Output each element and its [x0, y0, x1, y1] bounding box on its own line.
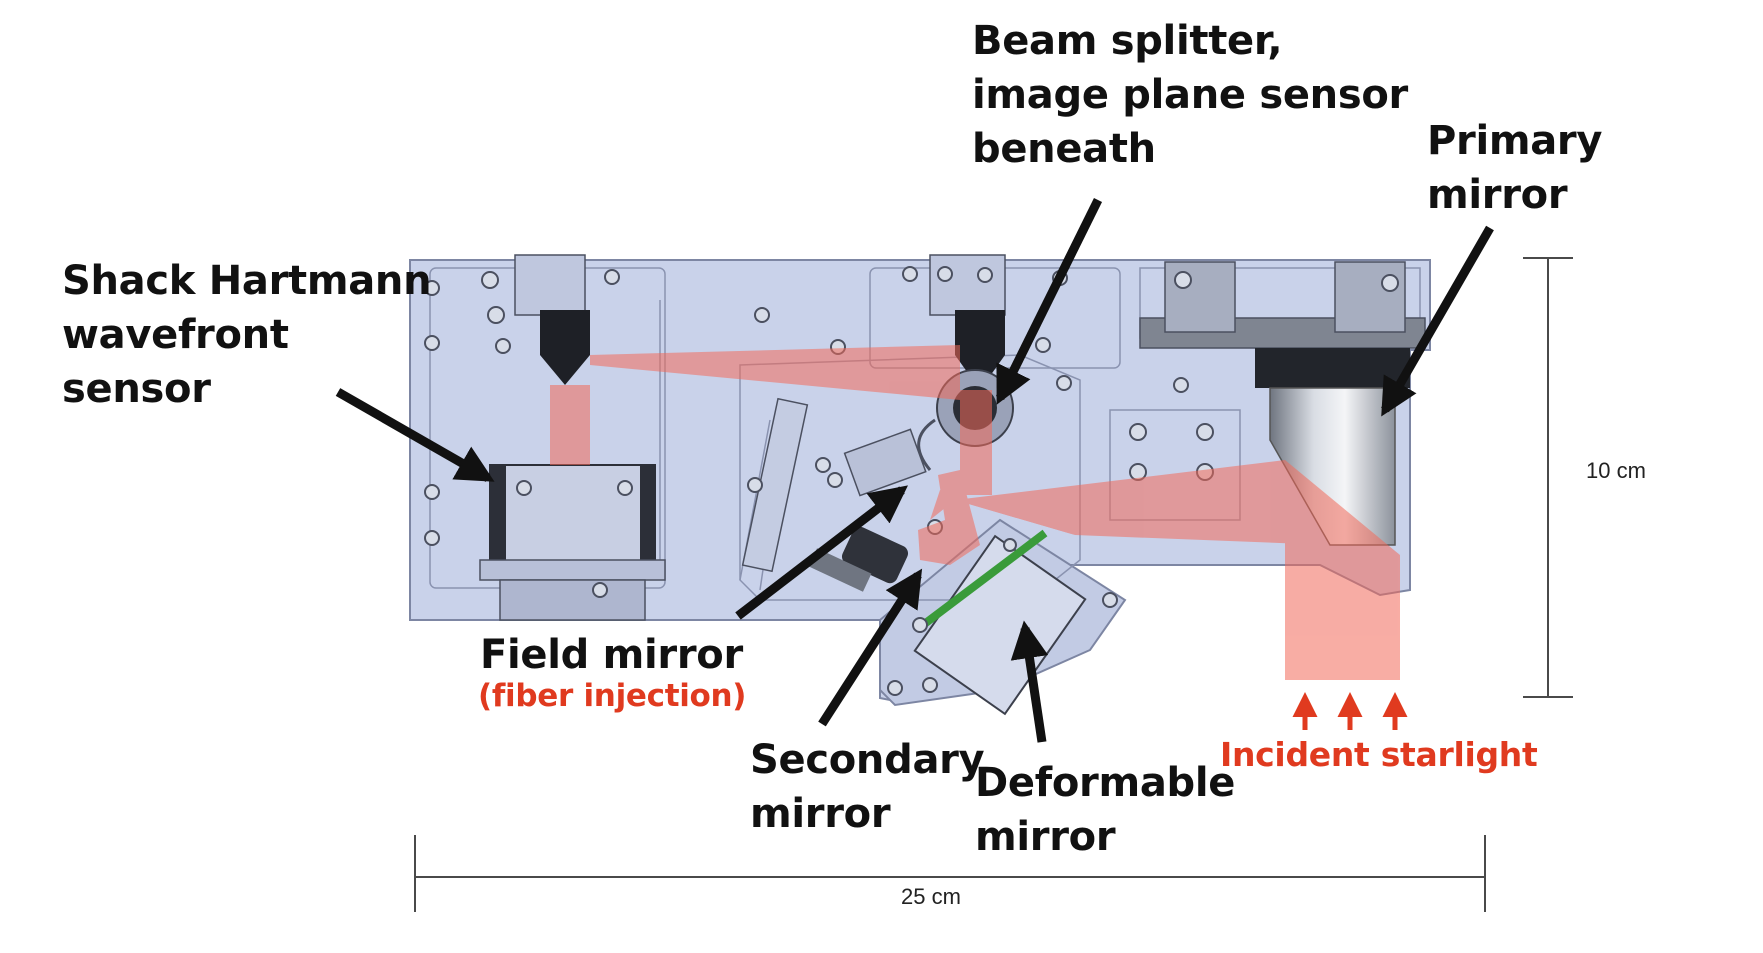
field-mirror-note: (fiber injection) [478, 676, 746, 716]
shack-hartmann-arrow [335, 388, 495, 482]
field-mirror-label: Field mirror [480, 628, 743, 682]
deformable-mirror-label-line-2: mirror [975, 814, 1116, 860]
primary-mirror-label-line-2: mirror [1427, 172, 1568, 218]
height-dimension-bar [1523, 257, 1573, 698]
width-dimension-bar [414, 835, 1486, 912]
secondary-mirror-arrow [818, 568, 923, 727]
shack-hartmann-label-line-2: wavefront [62, 312, 289, 358]
pointer-arrows [335, 198, 1494, 743]
beam-splitter-label-line-2: image plane sensor [972, 72, 1408, 118]
secondary-mirror-label-line-1: Secondary [750, 737, 985, 783]
primary-mirror-mount [1139, 261, 1426, 546]
field-mirror-assembly [741, 397, 927, 592]
height-dimension-label: 10 cm [1586, 458, 1646, 483]
beam-splitter-arrow [995, 198, 1103, 405]
field-mirror-label-text: Field mirror [480, 632, 743, 678]
shack-hartmann-beam [550, 385, 590, 465]
primary-mirror-arrow [1381, 225, 1494, 417]
width-dimension-label: 25 cm [901, 884, 961, 909]
deformable-mirror-label-line-1: Deformable [975, 760, 1236, 806]
deformable-mirror-label: Deformable mirror [975, 756, 1235, 864]
field-mirror-arrow [735, 485, 908, 620]
shack-hartmann-label: Shack Hartmann wavefront sensor [62, 254, 432, 416]
primary-mirror-label-line-1: Primary [1427, 118, 1603, 164]
primary-mirror-label: Primary mirror [1427, 114, 1602, 222]
deformable-mirror-arrow [1010, 620, 1049, 743]
shack-hartmann-mount [479, 254, 666, 621]
field-mirror-note-text: (fiber injection) [478, 678, 747, 714]
beam-splitter-label-line-1: Beam splitter, [972, 18, 1283, 64]
incident-starlight-label-text: Incident starlight [1220, 735, 1538, 774]
secondary-mirror-label: Secondary mirror [750, 733, 985, 841]
beam-splitter-label-line-3: beneath [972, 126, 1156, 172]
shack-hartmann-label-line-1: Shack Hartmann [62, 258, 432, 304]
starlight-arrows [1292, 692, 1408, 730]
splitter-to-fold-beam [590, 345, 960, 400]
light-paths [550, 345, 1400, 680]
shack-hartmann-label-line-3: sensor [62, 366, 211, 412]
beam-splitter-label: Beam splitter, image plane sensor beneat… [972, 14, 1408, 176]
splitter-column [960, 390, 992, 495]
secondary-mirror-label-line-2: mirror [750, 791, 891, 837]
incident-starlight-label: Incident starlight [1220, 728, 1538, 782]
primary-to-deformable-beam [955, 460, 1330, 545]
